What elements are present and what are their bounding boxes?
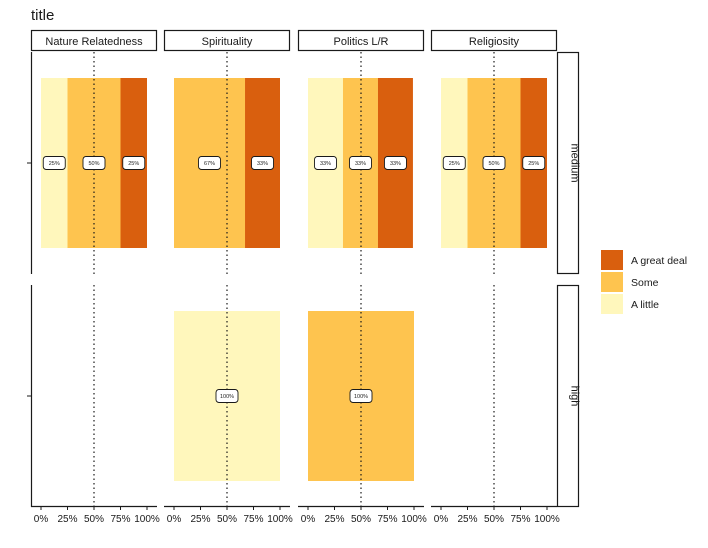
chart-panels: Nature Relatedness Spirituality Politics L…: [27, 29, 581, 525]
data-label: 25%: [128, 161, 139, 167]
legend-swatch: [601, 272, 623, 292]
x-tick-label: 50%: [217, 514, 237, 525]
data-label-box: [42, 156, 66, 170]
facet-column-label: Spirituality: [202, 36, 253, 48]
facet-row-label: medium: [569, 143, 581, 182]
facet-column-strip: [163, 29, 291, 52]
legend-swatch: [601, 294, 623, 314]
x-tick-label: 0%: [167, 514, 182, 525]
data-label: 50%: [488, 161, 499, 167]
x-tick-label: 25%: [57, 514, 77, 525]
data-label-box: [198, 156, 221, 170]
x-tick-label: 100%: [134, 514, 160, 525]
data-label-box: [314, 156, 337, 170]
x-tick-label: 0%: [434, 514, 449, 525]
legend-label: Some: [631, 277, 659, 289]
x-tick-label: 25%: [324, 514, 344, 525]
x-tick-label: 25%: [457, 514, 477, 525]
legend-label: A great deal: [631, 255, 687, 267]
facet-column-label: Politics L/R: [333, 36, 388, 48]
data-label: 33%: [257, 161, 268, 167]
x-tick-label: 50%: [484, 514, 504, 525]
data-label-box: [215, 389, 239, 403]
data-label: 33%: [320, 161, 331, 167]
x-tick-label: 50%: [84, 514, 104, 525]
data-label-box: [384, 156, 407, 170]
data-label: 100%: [354, 394, 368, 400]
data-label-box: [82, 156, 106, 170]
facet-column-strip: [297, 29, 425, 52]
x-tick-label: 75%: [110, 514, 130, 525]
data-label: 67%: [204, 161, 215, 167]
x-tick-label: 75%: [243, 514, 263, 525]
facet-column-strip: [30, 29, 158, 52]
data-label: 25%: [449, 161, 460, 167]
x-tick-label: 100%: [267, 514, 293, 525]
x-tick-label: 50%: [351, 514, 371, 525]
facet-column-label: Religiosity: [469, 36, 520, 48]
data-label-box: [122, 156, 146, 170]
data-label: 100%: [220, 394, 234, 400]
legend-swatch: [601, 250, 623, 270]
data-label: 25%: [528, 161, 539, 167]
x-tick-label: 0%: [301, 514, 316, 525]
facet-column-strip: [430, 29, 558, 52]
data-label-box: [522, 156, 546, 170]
x-tick-label: 0%: [34, 514, 49, 525]
x-tick-label: 25%: [190, 514, 210, 525]
legend-label: A little: [631, 299, 659, 311]
facet-column-label: Nature Relatedness: [45, 36, 143, 48]
facet-row-strip: [556, 51, 580, 275]
data-label: 25%: [49, 161, 60, 167]
x-tick-label: 75%: [510, 514, 530, 525]
data-label-box: [482, 156, 506, 170]
data-label-box: [349, 389, 373, 403]
chart-legend: A great deal Some A little: [601, 250, 687, 314]
data-label-box: [251, 156, 274, 170]
facet-row-strip: [556, 284, 580, 508]
data-label-box: [349, 156, 372, 170]
x-tick-label: 100%: [534, 514, 560, 525]
data-label: 50%: [88, 161, 99, 167]
facet-row-label: high: [569, 386, 581, 407]
chart-title: title: [31, 7, 54, 24]
x-tick-label: 75%: [377, 514, 397, 525]
x-tick-label: 100%: [401, 514, 427, 525]
data-label-box: [442, 156, 466, 170]
data-label: 33%: [355, 161, 366, 167]
data-label: 33%: [390, 161, 401, 167]
